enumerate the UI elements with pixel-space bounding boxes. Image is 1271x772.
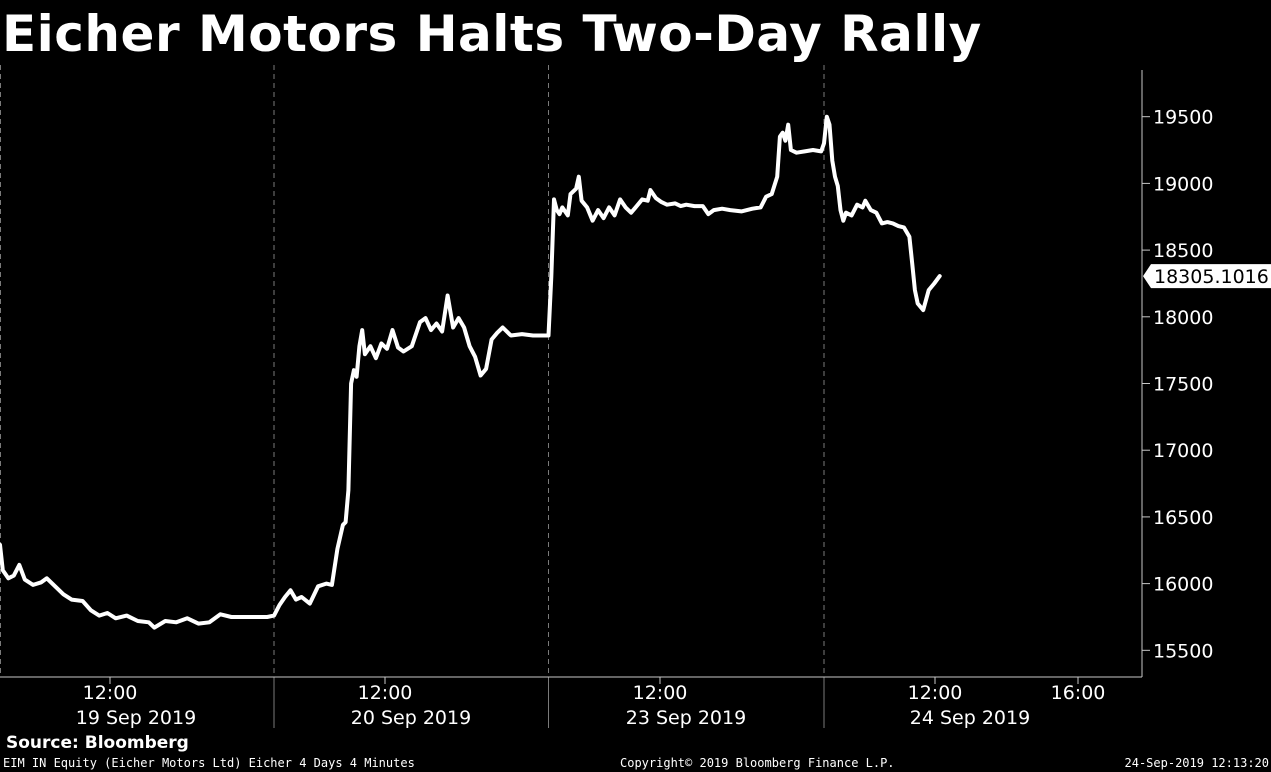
- y-tick-label: 19000: [1153, 173, 1213, 195]
- y-tick-label: 19500: [1153, 107, 1213, 129]
- footer-ticker-info: EIM IN Equity (Eicher Motors Ltd) Eicher…: [3, 756, 415, 770]
- chart-axes: [0, 70, 1143, 678]
- x-tick-time: 12:00: [83, 682, 138, 704]
- x-tick-time: 12:00: [358, 682, 413, 704]
- x-tick-date: 19 Sep 2019: [76, 707, 196, 729]
- last-value-marker: 18305.1016: [1143, 264, 1271, 289]
- y-axis-ticks: 15500 16000 16500 17000 17500 18000 18500 19000…: [1142, 107, 1213, 662]
- y-tick-label: 16000: [1153, 574, 1213, 596]
- y-tick-label: 17500: [1153, 374, 1213, 396]
- x-tick-date: 20 Sep 2019: [351, 707, 471, 729]
- last-value-label: 18305.1016: [1154, 266, 1269, 288]
- x-tick-time: 16:00: [1051, 682, 1106, 704]
- source-note: Source: Bloomberg: [6, 733, 189, 753]
- y-tick-label: 18500: [1153, 240, 1213, 262]
- last-value-box: [1143, 264, 1271, 289]
- x-axis-ticks: 12:00 19 Sep 2019 12:00 20 Sep 2019 12:00 23 …: [76, 677, 1106, 729]
- price-series: [0, 114, 942, 630]
- session-separators: [0, 65, 825, 728]
- x-tick-date: 24 Sep 2019: [910, 707, 1030, 729]
- y-tick-label: 15500: [1153, 640, 1213, 662]
- page-title: Eicher Motors Halts Two-Day Rally: [2, 5, 982, 63]
- footer-timestamp: 24-Sep-2019 12:13:20: [1124, 756, 1270, 770]
- y-tick-label: 18000: [1153, 307, 1213, 329]
- y-tick-label: 17000: [1153, 440, 1213, 462]
- series-line-0: [0, 114, 942, 630]
- x-tick-date: 23 Sep 2019: [626, 707, 746, 729]
- footer-copyright: Copyright© 2019 Bloomberg Finance L.P.: [620, 756, 895, 770]
- y-tick-label: 16500: [1153, 507, 1213, 529]
- x-tick-time: 12:00: [633, 682, 688, 704]
- x-tick-time: 12:00: [908, 682, 963, 704]
